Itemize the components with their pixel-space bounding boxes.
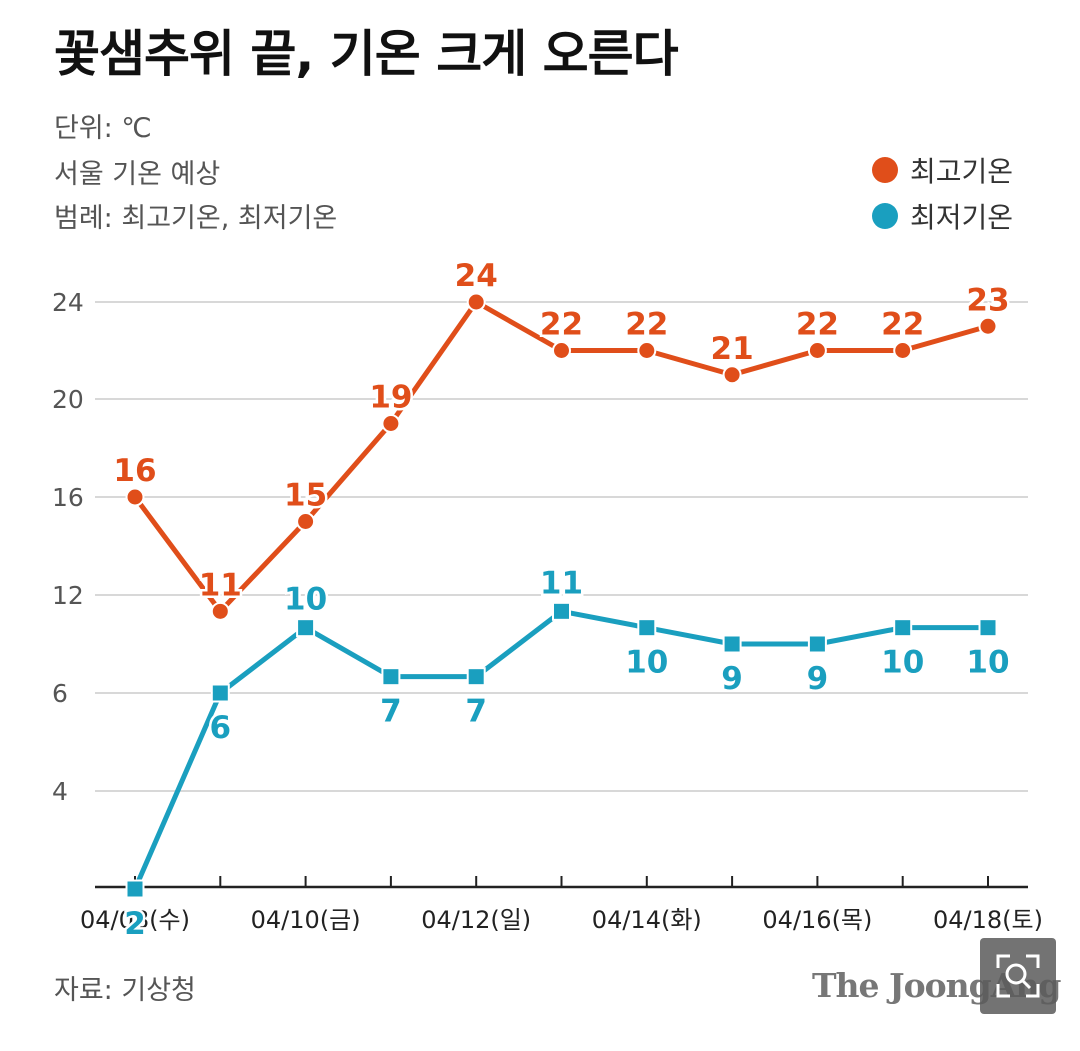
- high-data-label: 11: [199, 567, 242, 603]
- chart-subtitle: 서울 기온 예상: [54, 159, 221, 190]
- low-data-label: 10: [966, 645, 1009, 681]
- high-data-label: 15: [284, 478, 327, 514]
- low-point: [210, 683, 230, 703]
- high-data-label: 19: [369, 380, 412, 416]
- high-data-label: 24: [455, 258, 498, 294]
- legend-item-low: 최저기온: [872, 196, 1013, 236]
- low-point: [722, 634, 742, 654]
- high-point: [722, 365, 742, 385]
- x-tick-label: 04/14(화): [592, 906, 702, 934]
- low-point: [296, 618, 316, 638]
- low-point: [893, 618, 913, 638]
- low-data-label: 10: [284, 582, 327, 618]
- high-point: [466, 292, 486, 312]
- high-point: [552, 341, 571, 360]
- high-data-label: 22: [540, 307, 583, 343]
- high-point: [296, 512, 316, 531]
- high-point: [637, 341, 657, 360]
- high-data-label: 16: [113, 453, 156, 489]
- high-data-label: 21: [711, 331, 754, 367]
- legend-high-label: 최고기온: [910, 155, 1014, 188]
- x-tick-label: 04/18(토): [933, 906, 1043, 934]
- x-tick-label: 04/16(목): [762, 906, 872, 934]
- low-data-label: 2: [124, 906, 146, 942]
- series-low-line: [132, 608, 988, 890]
- chart-title: 꽃샘추위 끝, 기온 크게 오른다: [54, 25, 679, 83]
- y-tick-label: 12: [52, 581, 84, 610]
- high-point: [807, 341, 827, 360]
- high-point: [978, 316, 998, 336]
- low-data-label: 11: [540, 565, 583, 601]
- low-data-label: 9: [721, 661, 743, 697]
- x-tick-label: 04/08(수): [80, 906, 190, 934]
- low-point: [807, 634, 827, 654]
- high-point: [893, 341, 913, 360]
- low-point: [125, 879, 145, 899]
- x-tick-label: 04/12(일): [421, 906, 531, 934]
- high-point: [125, 487, 145, 507]
- x-tick-label: 04/10(금): [251, 906, 361, 934]
- low-data-label: 6: [210, 710, 232, 746]
- low-data-label: 10: [881, 645, 924, 681]
- low-point: [637, 618, 657, 638]
- low-point: [552, 601, 571, 621]
- high-data-label: 23: [966, 282, 1009, 318]
- low-point: [381, 667, 401, 687]
- low-data-label: 7: [465, 694, 487, 730]
- zoom-icon: [996, 954, 1040, 998]
- zoom-button[interactable]: [980, 938, 1056, 1014]
- y-tick-label: 16: [52, 483, 84, 512]
- y-tick-label: 24: [52, 288, 84, 317]
- unit-label: 단위: ℃: [54, 113, 152, 144]
- legend-low-label: 최저기온: [910, 201, 1014, 234]
- high-data-label: 22: [625, 307, 668, 343]
- legend-item-high: 최고기온: [872, 150, 1013, 190]
- low-point: [978, 618, 998, 638]
- high-point: [381, 414, 401, 433]
- y-tick-label: 20: [52, 385, 84, 414]
- low-data-label: 9: [807, 661, 829, 697]
- high-data-label: 22: [881, 307, 924, 343]
- y-tick-label: 6: [52, 679, 68, 708]
- low-data-label: 7: [380, 694, 402, 730]
- low-data-label: 10: [625, 645, 668, 681]
- legend-note: 범례: 최고기온, 최저기온: [54, 203, 338, 234]
- low-point: [466, 667, 486, 687]
- y-tick-label: 4: [52, 777, 68, 806]
- high-data-label: 22: [796, 307, 839, 343]
- high-point: [210, 601, 230, 621]
- high-legend-dot-icon: [872, 157, 898, 183]
- low-legend-dot-icon: [872, 203, 898, 229]
- source-note: 자료: 기상청: [54, 975, 196, 1006]
